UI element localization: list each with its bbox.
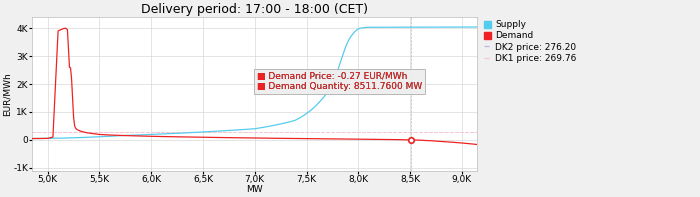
X-axis label: MW: MW (246, 185, 263, 194)
Legend: Supply, Demand, DK2 price: 276.20, DK1 price: 269.76: Supply, Demand, DK2 price: 276.20, DK1 p… (482, 18, 578, 65)
Text: ■ Demand Price: -0.27 EUR/MWh
■ Demand Quantity: 8511.7600 MW: ■ Demand Price: -0.27 EUR/MWh ■ Demand Q… (257, 72, 422, 91)
Y-axis label: EUR/MWh: EUR/MWh (3, 72, 12, 116)
Text: ■ Demand Price: -0.27 EUR/MWh
■ Demand Quantity: 8511.7600 MW: ■ Demand Price: -0.27 EUR/MWh ■ Demand Q… (257, 72, 422, 91)
Title: Delivery period: 17:00 - 18:00 (CET): Delivery period: 17:00 - 18:00 (CET) (141, 3, 368, 16)
